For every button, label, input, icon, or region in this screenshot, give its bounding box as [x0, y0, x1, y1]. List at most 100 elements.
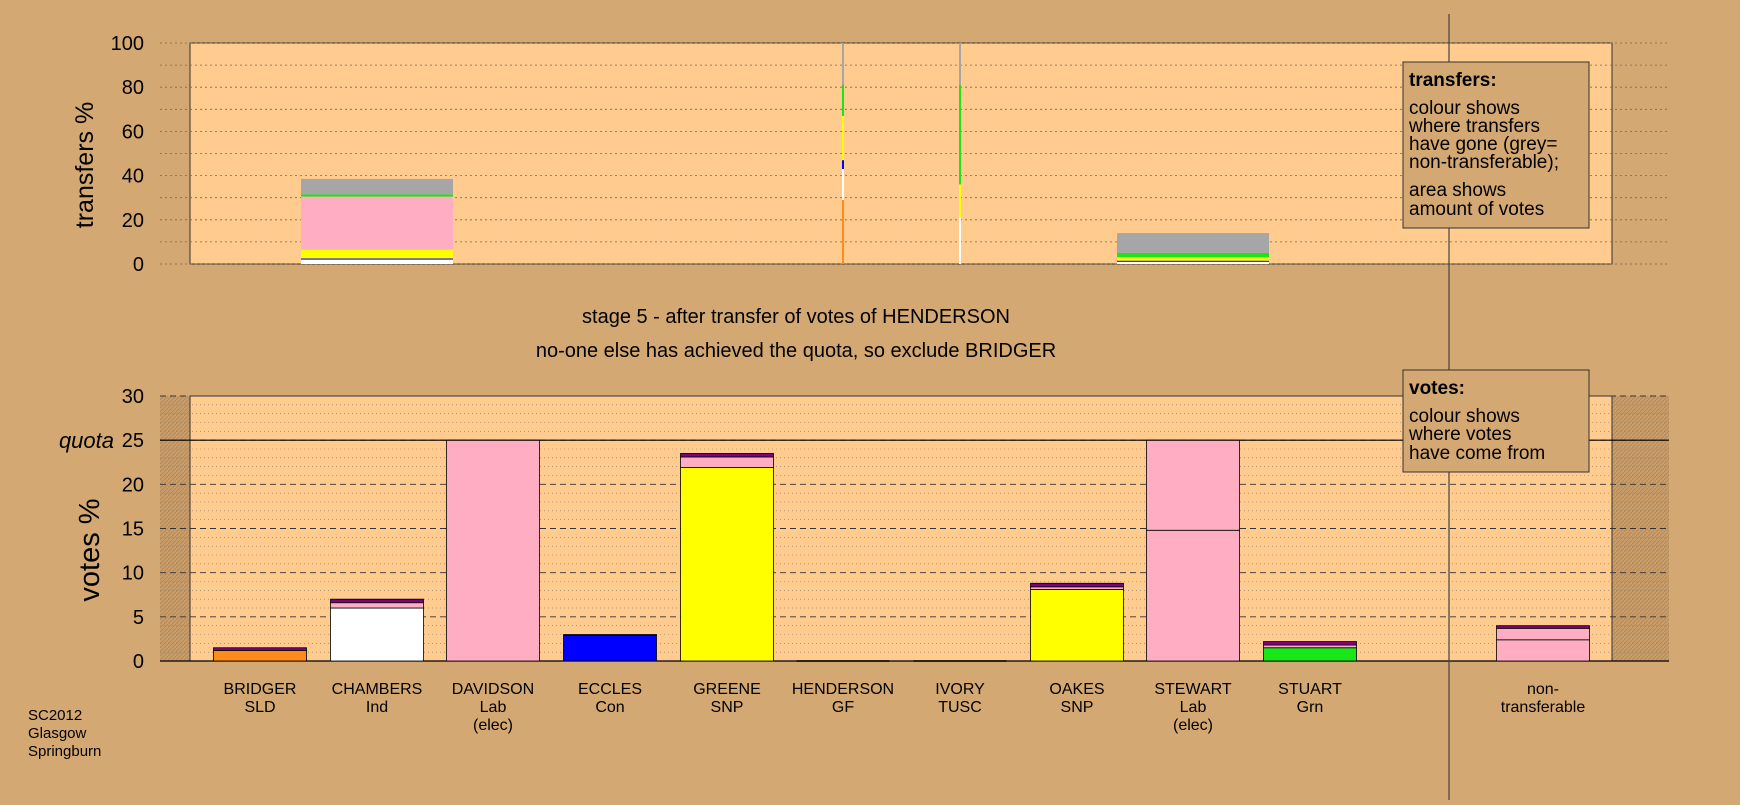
y-tick-label: 30 [122, 386, 144, 408]
transfer-bars [301, 43, 1269, 264]
category-label: SNP [711, 699, 744, 716]
vote-segment [1146, 439, 1240, 531]
vote-segment [563, 634, 657, 636]
transfers-legend-line: have gone (grey= [1409, 134, 1557, 155]
vote-segment [680, 453, 774, 458]
votes-legend-title: votes: [1409, 378, 1465, 399]
transfer-segment [301, 194, 453, 197]
transfers-axis-title: transfers % [71, 102, 99, 228]
quota-label: quota [59, 428, 114, 453]
category-label: ECCLES [578, 681, 642, 698]
y-tick-label: 0 [133, 651, 144, 673]
vote-segment [1030, 589, 1124, 662]
y-tick-label: 5 [133, 607, 144, 629]
category-label: Grn [1297, 699, 1324, 716]
constituency-footer: SC2012 Glasgow Springburn [28, 707, 101, 760]
category-label: IVORY [935, 681, 985, 698]
category-label: DAVIDSON [452, 681, 534, 698]
category-label: transferable [1501, 699, 1586, 716]
vote-segment [330, 602, 424, 609]
category-label: HENDERSON [792, 681, 894, 698]
votes-y-ticks: 0 5 10 15 20 25 30 [122, 386, 144, 673]
category-label: Ind [366, 699, 388, 716]
vote-segment [1146, 529, 1240, 662]
y-tick-label: 100 [111, 33, 144, 55]
transfer-segment [959, 84, 961, 185]
category-label: (elec) [1173, 717, 1213, 734]
y-tick-label: 60 [122, 121, 144, 143]
y-tick-label: 20 [122, 210, 144, 232]
footer-line: SC2012 [28, 707, 82, 724]
vote-segment [330, 607, 424, 662]
vote-segment [213, 650, 307, 662]
category-label: (elec) [473, 717, 513, 734]
transfer-segment [1117, 252, 1269, 258]
transfer-segment [1117, 261, 1269, 264]
transfer-segment [1117, 257, 1269, 261]
transfer-segment [301, 249, 453, 259]
category-label: SLD [244, 699, 275, 716]
transfer-segment [842, 160, 844, 169]
votes-axis-title: votes % [74, 498, 106, 601]
vote-segment [1263, 647, 1357, 662]
y-tick-label: 0 [133, 254, 144, 276]
category-label: SNP [1061, 699, 1094, 716]
y-tick-label: 15 [122, 519, 144, 541]
transfers-legend-line: where transfers [1408, 116, 1540, 137]
vote-segment [1496, 627, 1590, 641]
transfer-segment [959, 217, 961, 264]
transfers-legend-line: non-transferable); [1409, 152, 1559, 173]
votes-legend: votes: colour shows where votes have com… [1402, 369, 1590, 473]
transfer-segment [301, 196, 453, 250]
footer-line: Glasgow [28, 725, 87, 742]
y-tick-label: 20 [122, 474, 144, 496]
y-tick-label: 10 [122, 563, 144, 585]
transfers-legend-line: amount of votes [1409, 199, 1544, 220]
y-tick-label: 40 [122, 166, 144, 188]
vote-segment [680, 456, 774, 468]
transfer-segment [1117, 260, 1269, 262]
stage-subheadline: no-one else has achieved the quota, so e… [536, 340, 1056, 362]
category-label: CHAMBERS [332, 681, 423, 698]
transfers-y-ticks: 0 20 40 60 80 100 [111, 33, 144, 276]
category-label: STUART [1278, 681, 1342, 698]
transfers-legend-title: transfers: [1409, 70, 1497, 91]
votes-legend-line: have come from [1409, 443, 1545, 464]
category-label: STEWART [1154, 681, 1232, 698]
category-label: GREENE [693, 681, 761, 698]
vote-segment [446, 439, 540, 662]
transfer-segment [842, 199, 844, 264]
transfers-legend: transfers: colour shows where transfers … [1402, 61, 1590, 229]
transfer-segment [301, 178, 453, 195]
transfer-segment [842, 168, 844, 200]
category-label: non- [1527, 681, 1559, 698]
transfer-segment [301, 259, 453, 264]
category-label: BRIDGER [224, 681, 297, 698]
transfers-legend-line: area shows [1409, 180, 1506, 201]
category-label: Con [595, 699, 624, 716]
candidate-labels: BRIDGERSLDCHAMBERSIndDAVIDSONLab(elec)EC… [224, 681, 1586, 734]
category-label: Lab [480, 699, 507, 716]
transfer-segment [1117, 233, 1269, 253]
y-tick-label: 80 [122, 77, 144, 99]
category-label: Lab [1180, 699, 1207, 716]
vote-segment [1496, 639, 1590, 662]
transfer-segment [301, 258, 453, 260]
transfer-segment [842, 43, 844, 85]
footer-line: Springburn [28, 743, 101, 760]
vote-segment [1263, 641, 1357, 646]
vote-segment [213, 647, 307, 651]
transfers-legend-line: colour shows [1409, 98, 1520, 119]
stage-headline: stage 5 - after transfer of votes of HEN… [582, 306, 1010, 328]
vote-segment [330, 598, 424, 604]
vote-segment [680, 467, 774, 662]
category-label: OAKES [1049, 681, 1104, 698]
vote-segment [563, 634, 657, 662]
transfer-segment [959, 43, 961, 85]
vote-segment [1496, 625, 1590, 629]
transfer-segment [842, 115, 844, 161]
vote-segment [1030, 582, 1124, 588]
y-tick-label: 25 [122, 430, 144, 452]
